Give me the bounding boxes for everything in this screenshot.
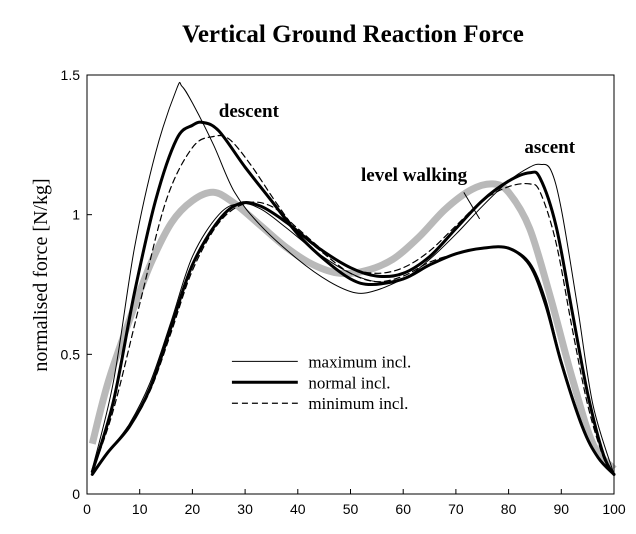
y-tick-label: 0.5 <box>61 346 81 362</box>
series-line-ascent-thin <box>91 163 615 475</box>
y-tick-label: 0 <box>72 486 80 502</box>
series-line-ascent-thick <box>90 170 616 476</box>
x-tick-label: 90 <box>554 501 570 517</box>
x-tick-label: 60 <box>395 501 411 517</box>
annotation-ascent: ascent <box>524 137 575 158</box>
series-line-descent-dashed <box>91 134 615 475</box>
x-tick-label: 100 <box>602 501 626 517</box>
tick-layer: 0 10 20 30 40 50 60 70 80 90 100 0 0.5 1 1.5 <box>61 67 626 517</box>
x-tick-label: 30 <box>237 501 253 517</box>
series-layer <box>88 82 617 476</box>
x-tick-label: 50 <box>343 501 359 517</box>
legend-label: minimum incl. <box>308 394 408 413</box>
legend-label: maximum incl. <box>308 352 411 371</box>
x-tick-label: 10 <box>132 501 148 517</box>
annotation-layer: descent ascent level walking <box>219 101 576 220</box>
series-line-ascent-dashed <box>91 182 615 475</box>
annotation-descent: descent <box>219 101 280 122</box>
series-line-descent-thin <box>91 82 615 475</box>
chart-title: Vertical Ground Reaction Force <box>182 21 524 48</box>
annotation-level-walking: level walking <box>361 165 468 186</box>
x-tick-label: 40 <box>290 501 306 517</box>
x-tick-label: 70 <box>448 501 464 517</box>
y-axis-label: normalised force [N/kg] <box>30 178 52 371</box>
annotation-leader-line <box>463 192 481 220</box>
y-tick-label: 1 <box>72 207 80 223</box>
x-tick-label: 20 <box>185 501 201 517</box>
x-tick-label: 80 <box>501 501 517 517</box>
x-tick-label: 0 <box>83 501 91 517</box>
y-tick-label: 1.5 <box>61 67 81 83</box>
legend: maximum incl. normal incl. minimum incl. <box>224 345 456 439</box>
legend-label: normal incl. <box>308 373 390 392</box>
series-line-level-walking-gray <box>88 180 617 472</box>
